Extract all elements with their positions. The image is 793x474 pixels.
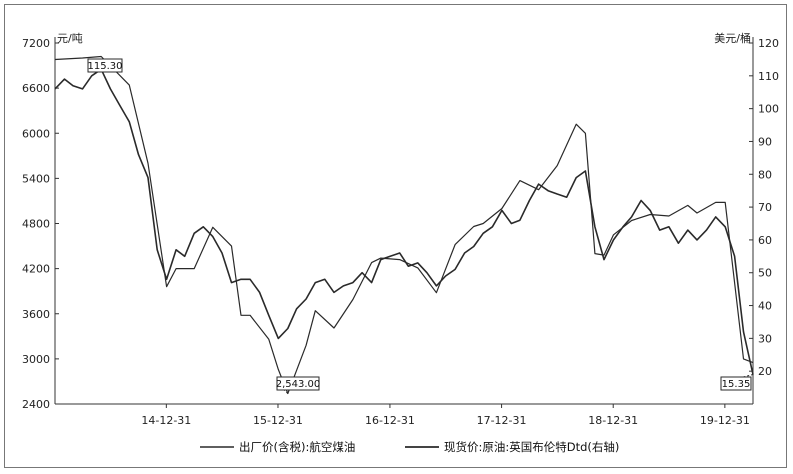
x-axis-tick-label: 16-12-31 xyxy=(365,414,415,427)
right-axis-tick-label: 120 xyxy=(758,37,779,50)
legend-label: 出厂价(含税):航空煤油 xyxy=(239,440,355,454)
x-axis-tick-label: 15-12-31 xyxy=(253,414,303,427)
left-axis-tick-label: 5400 xyxy=(22,172,50,185)
annotation-last-label: 15.35 xyxy=(722,379,751,390)
left-axis-tick-label: 4200 xyxy=(22,263,50,276)
x-axis-tick-label: 19-12-31 xyxy=(700,414,750,427)
right-axis-tick-label: 20 xyxy=(758,365,772,378)
annotation-min-box xyxy=(276,376,320,391)
annotation-max-label: 115.30 xyxy=(88,61,123,72)
annotation-max-box xyxy=(87,58,123,73)
annotation-min-label: 2,543.00 xyxy=(276,379,321,390)
left-axis-tick-label: 3600 xyxy=(22,308,50,321)
chart-frame xyxy=(4,4,787,468)
left-axis-tick-label: 4800 xyxy=(22,218,50,231)
brent-crude-price-line xyxy=(54,68,754,375)
right-axis-tick-label: 30 xyxy=(758,332,772,345)
left-axis-unit: 元/吨 xyxy=(57,32,83,45)
right-axis-tick-label: 100 xyxy=(758,103,779,116)
annotation-last-box xyxy=(720,376,752,391)
left-axis-tick-label: 2400 xyxy=(22,398,50,411)
legend-label: 现货价:原油:英国布伦特Dtd(右轴) xyxy=(444,440,619,454)
right-axis-tick-label: 110 xyxy=(758,70,779,83)
right-axis-unit: 美元/桶 xyxy=(714,31,751,45)
left-axis-tick-label: 6000 xyxy=(22,127,50,140)
right-axis-tick-label: 40 xyxy=(758,300,772,313)
x-axis-tick-label: 14-12-31 xyxy=(141,414,191,427)
jet-fuel-price-line xyxy=(54,55,754,395)
left-axis-tick-label: 6600 xyxy=(22,82,50,95)
right-axis-tick-label: 80 xyxy=(758,168,772,181)
x-axis-tick-label: 18-12-31 xyxy=(588,414,638,427)
right-axis-tick-label: 60 xyxy=(758,234,772,247)
right-axis-tick-label: 70 xyxy=(758,201,772,214)
x-axis-tick-label: 17-12-31 xyxy=(477,414,527,427)
right-axis-tick-label: 50 xyxy=(758,267,772,280)
right-axis-tick-label: 90 xyxy=(758,135,772,148)
left-axis-tick-label: 3000 xyxy=(22,353,50,366)
left-axis-tick-label: 7200 xyxy=(22,37,50,50)
